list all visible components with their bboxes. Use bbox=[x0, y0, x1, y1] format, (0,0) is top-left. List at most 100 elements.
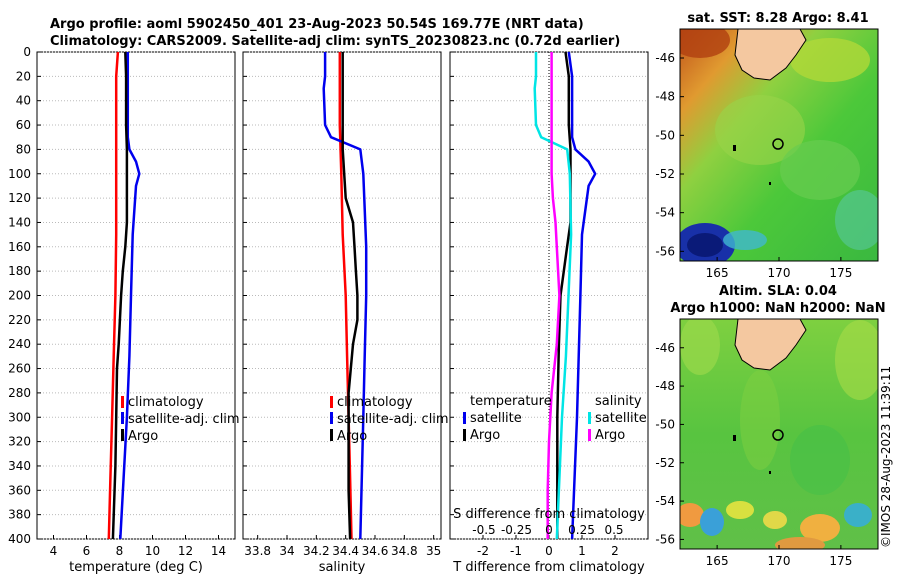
depth-tick-label: 20 bbox=[16, 69, 31, 83]
s-difference-axis-label: S difference from climatology bbox=[453, 507, 645, 522]
x-tick-label: 6 bbox=[83, 544, 91, 558]
depth-tick-label: 100 bbox=[8, 167, 31, 181]
t-difference-axis-label: T difference from climatology bbox=[452, 560, 645, 575]
t-difference-satellite-line bbox=[567, 51, 597, 540]
legend-label-t-argo: Argo bbox=[470, 428, 500, 443]
latitude-tick-label: -46 bbox=[655, 51, 675, 65]
argo-float-marker bbox=[772, 138, 784, 150]
argo-float-marker bbox=[772, 429, 784, 441]
depth-tick-label: 360 bbox=[8, 483, 31, 497]
depth-tick-label: 380 bbox=[8, 508, 31, 522]
x-tick-label: 34.8 bbox=[391, 544, 418, 558]
latitude-tick-label: -54 bbox=[655, 206, 675, 220]
depth-tick-label: 340 bbox=[8, 459, 31, 473]
salinity-satellite-adj-clim-line bbox=[322, 52, 368, 540]
land-new-zealand bbox=[734, 319, 807, 371]
x-tick-label: 34.2 bbox=[303, 544, 330, 558]
legend-swatch-climatology bbox=[330, 396, 333, 408]
salinity-legend: climatology satellite-adj. clim Argo bbox=[330, 395, 449, 444]
salinity-axis-label: salinity bbox=[319, 560, 366, 575]
depth-tick-label: 60 bbox=[16, 118, 31, 132]
depth-tick-label: 240 bbox=[8, 337, 31, 351]
land-new-zealand bbox=[734, 29, 807, 81]
legend-swatch-argo bbox=[121, 429, 124, 441]
x-tick-label: 14 bbox=[211, 544, 226, 558]
imos-credit: ©IMOS 28-Aug-2023 11:39:11 bbox=[879, 366, 893, 548]
latitude-tick-label: -54 bbox=[655, 494, 675, 508]
latitude-tick-label: -56 bbox=[655, 532, 675, 546]
legend-label-argo: Argo bbox=[337, 429, 367, 444]
longitude-tick-label: 175 bbox=[829, 554, 852, 568]
s-difference-tick-label: 0.5 bbox=[604, 523, 623, 537]
island-marker bbox=[769, 182, 771, 185]
sst-map bbox=[680, 29, 878, 261]
s-difference-legend: salinity satellite Argo bbox=[588, 394, 647, 443]
island-marker bbox=[733, 435, 736, 441]
legend-swatch-t-argo bbox=[463, 429, 466, 441]
latitude-tick-label: -56 bbox=[655, 244, 675, 258]
legend-title-temperature: temperature bbox=[470, 394, 552, 409]
legend-swatch-satellite bbox=[330, 412, 333, 424]
legend-label-t-satellite: satellite bbox=[470, 411, 522, 426]
depth-tick-label: 300 bbox=[8, 410, 31, 424]
depth-tick-label: 220 bbox=[8, 313, 31, 327]
figure-title-line2: Climatology: CARS2009. Satellite-adj cli… bbox=[50, 34, 620, 49]
latitude-tick-label: -46 bbox=[655, 341, 675, 355]
depth-tick-label: 120 bbox=[8, 191, 31, 205]
latitude-tick-label: -52 bbox=[655, 167, 675, 181]
legend-swatch-t-satellite bbox=[463, 412, 466, 424]
s-difference-tick-label: -0.5 bbox=[472, 523, 495, 537]
legend-title-salinity: salinity bbox=[595, 394, 642, 409]
legend-label-climatology: climatology bbox=[337, 395, 413, 410]
latitude-tick-label: -50 bbox=[655, 417, 675, 431]
depth-tick-label: 200 bbox=[8, 289, 31, 303]
sla-map-title-line2: Argo h1000: NaN h2000: NaN bbox=[670, 301, 885, 316]
salinity-argo-line bbox=[341, 52, 359, 540]
x-tick-label: -2 bbox=[477, 544, 489, 558]
depth-tick-label: 40 bbox=[16, 94, 31, 108]
legend-label-s-satellite: satellite bbox=[595, 411, 647, 426]
x-tick-label: 35 bbox=[426, 544, 441, 558]
s-difference-tick-label: -0.25 bbox=[501, 523, 532, 537]
s-difference-tick-label: 0.25 bbox=[568, 523, 595, 537]
temperature-argo-line bbox=[111, 51, 129, 540]
longitude-tick-label: 170 bbox=[768, 554, 791, 568]
depth-tick-label: 280 bbox=[8, 386, 31, 400]
legend-label-satellite: satellite-adj. clim bbox=[337, 412, 449, 427]
x-tick-label: 34 bbox=[279, 544, 294, 558]
x-tick-label: -1 bbox=[510, 544, 522, 558]
depth-tick-label: 320 bbox=[8, 435, 31, 449]
depth-tick-label: 0 bbox=[23, 45, 31, 59]
latitude-tick-label: -52 bbox=[655, 456, 675, 470]
depth-tick-label: 160 bbox=[8, 240, 31, 254]
temperature-axis-label: temperature (deg C) bbox=[69, 560, 203, 575]
longitude-tick-label: 170 bbox=[768, 266, 791, 280]
latitude-tick-label: -48 bbox=[655, 90, 675, 104]
longitude-tick-label: 165 bbox=[706, 554, 729, 568]
sst-map-title: sat. SST: 8.28 Argo: 8.41 bbox=[687, 11, 868, 26]
sla-map bbox=[680, 319, 878, 549]
longitude-tick-label: 175 bbox=[829, 266, 852, 280]
longitude-tick-label: 165 bbox=[706, 266, 729, 280]
legend-swatch-climatology bbox=[121, 396, 124, 408]
temperature-legend: climatology satellite-adj. clim Argo bbox=[121, 395, 240, 444]
island-marker bbox=[769, 471, 771, 474]
legend-swatch-s-argo bbox=[588, 429, 591, 441]
latitude-tick-label: -48 bbox=[655, 379, 675, 393]
temperature-satellite-adj-clim-line bbox=[119, 52, 141, 540]
depth-tick-label: 80 bbox=[16, 142, 31, 156]
x-tick-label: 8 bbox=[116, 544, 124, 558]
s-difference-satellite-line bbox=[533, 52, 573, 540]
x-tick-label: 33.8 bbox=[244, 544, 271, 558]
t-difference-legend: temperature satellite Argo bbox=[463, 394, 552, 443]
x-tick-label: 34.4 bbox=[332, 544, 359, 558]
x-tick-label: 1 bbox=[578, 544, 586, 558]
island-marker bbox=[733, 145, 736, 151]
depth-tick-label: 260 bbox=[8, 362, 31, 376]
s-difference-argo-line bbox=[546, 52, 561, 539]
legend-label-climatology: climatology bbox=[128, 395, 204, 410]
x-tick-label: 34.6 bbox=[362, 544, 389, 558]
sla-map-title-line1: Altim. SLA: 0.04 bbox=[719, 284, 837, 299]
figure-title-line1: Argo profile: aoml 5902450_401 23-Aug-20… bbox=[50, 17, 584, 32]
